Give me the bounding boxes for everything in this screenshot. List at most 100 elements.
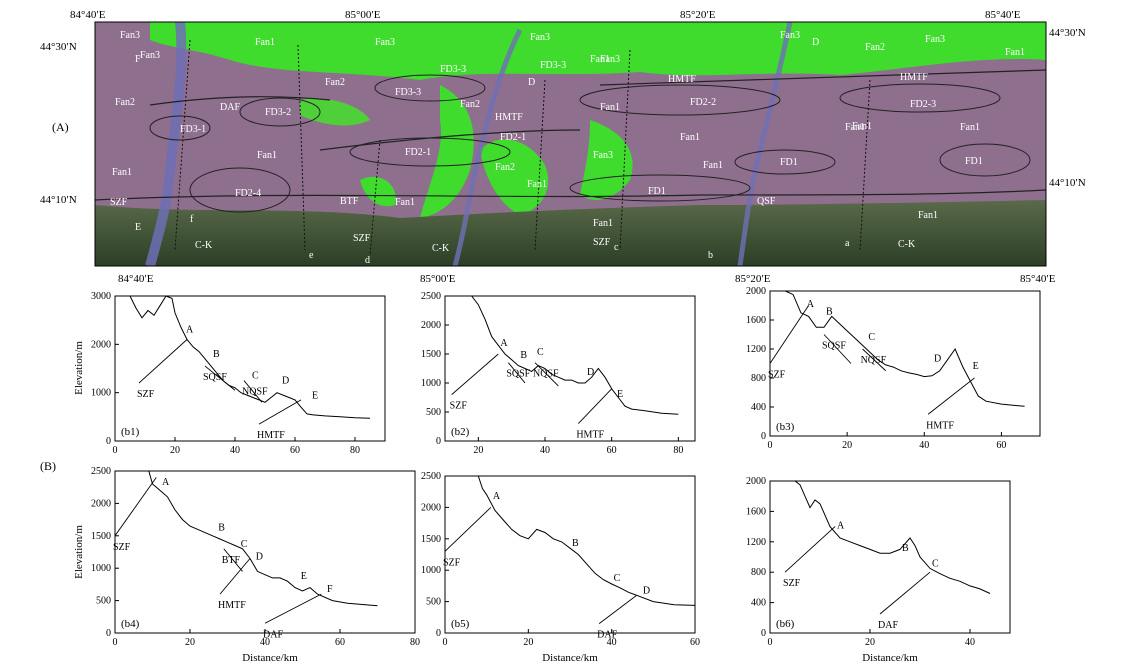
y-tick-label: 2000	[421, 502, 441, 513]
y-axis-title: Elevation/m	[73, 341, 85, 395]
x-tick-label: 40	[540, 445, 550, 456]
y-tick-label: 400	[751, 402, 766, 413]
profile-point-label: B	[218, 523, 225, 534]
fault-line	[444, 507, 492, 552]
bottom-lon-1: 84°40′E	[118, 273, 154, 285]
profile-point-label: B	[572, 538, 579, 549]
fault-label: NQSF	[533, 369, 559, 380]
top-lon-1: 84°40′E	[70, 9, 106, 21]
fault-line	[243, 380, 263, 403]
elevation-profile	[785, 480, 991, 594]
profile-point-label: E	[973, 361, 979, 372]
y-tick-label: 2000	[91, 339, 111, 350]
profile-line-d	[369, 139, 381, 256]
profile-point-label: E	[617, 389, 623, 400]
y-tick-label: 0	[436, 628, 441, 639]
map-unit-label: Fan1	[960, 122, 980, 133]
fault-label: HMTF	[926, 420, 954, 431]
map-unit-label: C-K	[195, 240, 213, 251]
map-unit-label: Fan3	[593, 150, 613, 161]
panel-id: (b1)	[121, 426, 140, 438]
profile-chart: 0 20 40 60 0 400 800 1200 1600 2000 SZF SQSF NQSF HMT…	[746, 286, 1041, 451]
fault-line	[769, 305, 809, 364]
profile-chart: 20 40 60 80 0 500 1000 1500 2000 2500 SZF SQSF NQSF H…	[421, 291, 696, 456]
map-unit-label: HMTF	[900, 72, 928, 83]
fold-fd2-3	[839, 83, 1001, 113]
profile-point-label: D	[282, 375, 289, 386]
y-tick-label: 1000	[421, 378, 441, 389]
chart-frame	[769, 480, 1011, 634]
fold-fd2-4	[189, 167, 291, 213]
fault-qsf	[95, 189, 1046, 201]
x-tick-label: 60	[335, 637, 345, 648]
fault-label: SQSF	[203, 372, 227, 383]
x-tick-label: 80	[410, 637, 420, 648]
bottom-lon-4: 85°40′E	[1020, 273, 1056, 285]
map-unit-label: Fan3	[120, 30, 140, 41]
y-tick-label: 2500	[421, 471, 441, 482]
x-axis-title: Distance/km	[242, 652, 298, 664]
oasis-zone-north	[150, 22, 1046, 80]
x-tick-label: 20	[473, 445, 483, 456]
fold-fd3-1	[149, 115, 211, 141]
left-lat-2: 44°10′N	[40, 194, 77, 206]
profile-point-label: E	[312, 390, 318, 401]
y-tick-label: 1500	[421, 349, 441, 360]
y-tick-label: 1000	[91, 388, 111, 399]
fault-label: SQSF	[822, 341, 846, 352]
map-unit-label: d	[365, 255, 370, 266]
chart-frame	[114, 470, 416, 634]
fold-fd1-a	[569, 174, 751, 202]
profile-point-label: A	[493, 491, 501, 502]
x-tick-label: 0	[768, 440, 773, 451]
elevation-profile	[471, 295, 679, 415]
fault-line	[784, 526, 836, 573]
profile-point-label: C	[537, 347, 544, 358]
y-tick-label: 1600	[746, 506, 766, 517]
y-tick-label: 0	[436, 436, 441, 447]
profile-point-label: A	[837, 520, 845, 531]
map-unit-label: D	[528, 77, 535, 88]
map-unit-label: FD3-2	[265, 107, 291, 118]
fold-fd1-c	[939, 143, 1031, 177]
y-tick-label: 1500	[91, 531, 111, 542]
map-unit-label: Fan1	[593, 218, 613, 229]
fault-label: SZF	[783, 578, 801, 589]
fault-label: DAF	[878, 620, 898, 631]
profile-point-label: C	[614, 573, 621, 584]
map-unit-label: Fan3	[530, 32, 550, 43]
x-axis-title: Distance/km	[862, 652, 918, 664]
fault-label: HMTF	[576, 430, 604, 441]
map-unit-label: Fan1	[527, 179, 547, 190]
map-unit-label: Fan1	[255, 37, 275, 48]
y-tick-label: 0	[761, 628, 766, 639]
bottom-lon-3: 85°20′E	[735, 273, 771, 285]
map-unit-label: FD3-3	[440, 64, 466, 75]
map-unit-label: Fan1	[600, 102, 620, 113]
top-lon-4: 85°40′E	[985, 9, 1021, 21]
map-unit-label: DAF	[220, 102, 240, 113]
profile-charts: 0 20 40 60 800100020003000SZFSQSFNQSFHMTFABC…	[73, 286, 1041, 664]
map-unit-label: Fan2	[865, 42, 885, 53]
fault-label: SZF	[137, 389, 155, 400]
map-unit-label: Fan3	[600, 54, 620, 65]
profile-point-label: B	[520, 350, 527, 361]
panel-id: (b4)	[121, 618, 140, 630]
map-unit-label: Fan1	[395, 197, 415, 208]
profile-point-label: B	[826, 306, 833, 317]
elevation-profile	[785, 290, 1025, 407]
x-tick-label: 20	[523, 637, 533, 648]
profile-point-label: A	[162, 477, 170, 488]
profile-point-label: D	[587, 367, 594, 378]
map-unit-label: SZF	[593, 237, 611, 248]
map-unit-label: c	[614, 242, 619, 253]
y-tick-label: 0	[761, 431, 766, 442]
x-tick-label: 60	[996, 440, 1006, 451]
y-tick-label: 500	[96, 596, 111, 607]
x-tick-label: 40	[965, 637, 975, 648]
map-unit-label: FD1	[780, 157, 798, 168]
fault-label: SZF	[113, 542, 131, 553]
chart-frame	[444, 295, 696, 442]
x-tick-label: 40	[919, 440, 929, 451]
